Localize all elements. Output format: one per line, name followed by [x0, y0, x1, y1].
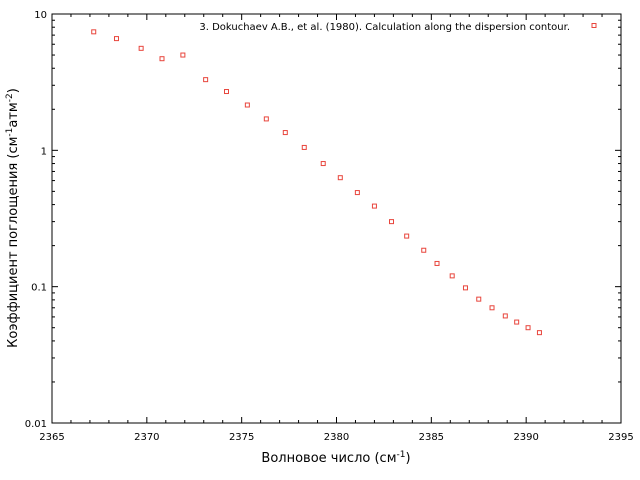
data-point	[434, 260, 440, 266]
y-axis-title-sup2: -2	[5, 93, 15, 102]
data-point	[320, 161, 326, 167]
data-point	[282, 130, 288, 136]
data-point	[536, 330, 542, 336]
y-axis-title: Коэффициент поглощения (см-1атм-2)	[5, 88, 21, 348]
x-tick-label: 2395	[608, 432, 633, 443]
data-point	[180, 52, 186, 58]
data-point	[389, 219, 395, 225]
data-point	[502, 313, 508, 319]
data-point	[223, 89, 229, 95]
data-point	[244, 102, 250, 108]
data-point	[138, 45, 144, 51]
x-tick-label: 2370	[134, 432, 159, 443]
data-point	[354, 190, 360, 196]
data-point	[514, 319, 520, 325]
y-axis-title-mid: атм	[6, 102, 21, 127]
x-axis-title-sup: -1	[397, 450, 406, 460]
y-axis-ticks: 0.01 0.1 1 10	[25, 10, 621, 430]
y-tick-label: 10	[34, 10, 47, 21]
x-tick-label: 2375	[229, 432, 254, 443]
data-point	[404, 233, 410, 239]
x-axis-title-main: Волновое число (см	[261, 451, 396, 466]
y-axis-title-sup1: -1	[5, 128, 15, 137]
data-point	[449, 273, 455, 279]
data-point	[421, 247, 427, 253]
x-tick-label: 2380	[324, 432, 349, 443]
data-point	[337, 175, 343, 181]
x-axis-title-end: )	[405, 451, 410, 466]
data-point	[203, 77, 209, 83]
data-point	[91, 29, 97, 35]
data-point	[371, 203, 377, 209]
data-point	[263, 116, 269, 122]
x-axis-title: Волновое число (см-1)	[261, 450, 410, 466]
data-point	[489, 305, 495, 311]
data-points	[91, 29, 542, 336]
y-axis-title-end: )	[6, 88, 21, 93]
x-axis-ticks: 2365 2370 2375 2380 2385 2390 2395	[39, 14, 634, 443]
legend-label: 3. Dokuchaev A.B., et al. (1980). Calcul…	[199, 22, 570, 33]
y-axis-title-main: Коэффициент поглощения (см	[6, 137, 21, 348]
data-point	[525, 325, 531, 331]
x-tick-label: 2385	[419, 432, 444, 443]
x-tick-label: 2390	[513, 432, 538, 443]
data-point	[159, 56, 165, 62]
data-point	[462, 285, 468, 291]
legend: 3. Dokuchaev A.B., et al. (1980). Calcul…	[199, 22, 597, 33]
data-point	[476, 296, 482, 302]
y-tick-label: 0.01	[25, 419, 47, 430]
data-point	[301, 144, 307, 150]
y-tick-label: 1	[41, 146, 47, 157]
x-tick-label: 2365	[39, 432, 64, 443]
plot-frame	[51, 13, 622, 424]
data-point	[113, 36, 119, 42]
legend-marker	[591, 23, 597, 28]
y-tick-label: 0.1	[31, 283, 47, 294]
